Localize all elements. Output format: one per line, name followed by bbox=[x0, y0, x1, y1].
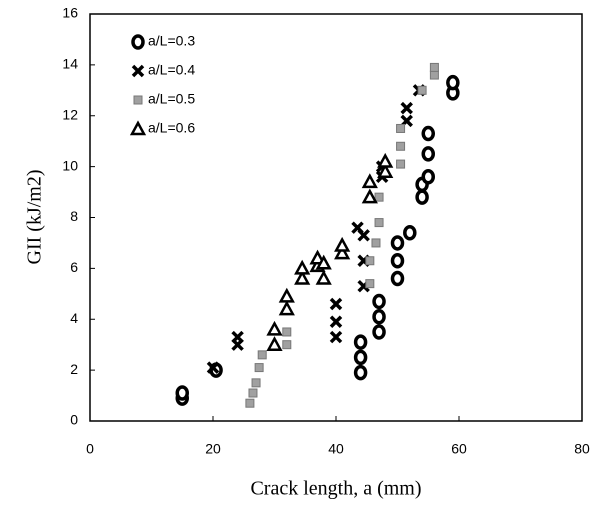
triangle-marker bbox=[361, 173, 378, 189]
square-marker bbox=[365, 256, 375, 266]
circle-marker bbox=[421, 169, 435, 185]
triangle-marker bbox=[278, 287, 295, 303]
square-marker bbox=[251, 378, 261, 388]
circle-marker bbox=[446, 74, 460, 91]
x-marker bbox=[400, 101, 413, 115]
square-marker bbox=[429, 62, 439, 72]
circle-marker bbox=[421, 146, 435, 162]
legend-label: a/L=0.5 bbox=[148, 91, 195, 107]
triangle-marker bbox=[129, 120, 147, 136]
square-marker bbox=[417, 85, 427, 95]
circle-marker bbox=[390, 270, 405, 287]
y-tick-label: 10 bbox=[62, 157, 78, 173]
square-marker bbox=[396, 141, 406, 151]
triangle-marker bbox=[361, 188, 378, 204]
triangle-marker bbox=[309, 249, 326, 265]
y-tick-label: 0 bbox=[70, 412, 78, 428]
square-marker bbox=[365, 279, 375, 289]
square-marker bbox=[254, 363, 264, 373]
triangle-marker bbox=[266, 320, 283, 336]
y-tick-label: 14 bbox=[62, 56, 78, 72]
legend-label: a/L=0.3 bbox=[148, 33, 195, 49]
legend-label: a/L=0.6 bbox=[148, 120, 195, 136]
square-marker bbox=[133, 95, 143, 105]
circle-marker bbox=[353, 364, 368, 381]
triangle-marker bbox=[377, 152, 394, 168]
y-tick-label: 4 bbox=[70, 310, 78, 326]
circle-marker bbox=[372, 293, 386, 310]
square-marker bbox=[282, 327, 292, 337]
square-marker bbox=[429, 70, 439, 80]
triangle-marker bbox=[315, 269, 332, 285]
legend-label: a/L=0.4 bbox=[148, 62, 195, 78]
square-marker bbox=[248, 388, 258, 398]
circle-marker bbox=[175, 385, 189, 401]
x-marker bbox=[206, 361, 220, 374]
square-marker bbox=[374, 192, 384, 202]
triangle-marker bbox=[294, 269, 311, 285]
y-axis-title: GII (kJ/m2) bbox=[24, 170, 46, 265]
circle-marker bbox=[372, 324, 386, 340]
x-marker bbox=[231, 330, 244, 344]
square-marker bbox=[245, 398, 255, 408]
circle-marker bbox=[421, 125, 435, 142]
x-tick-label: 40 bbox=[328, 441, 344, 457]
square-marker bbox=[371, 238, 381, 248]
x-axis-title: Crack length, a (mm) bbox=[250, 478, 421, 500]
square-marker bbox=[282, 340, 292, 350]
x-marker bbox=[357, 229, 370, 242]
triangle-marker bbox=[315, 254, 332, 270]
x-tick-label: 20 bbox=[205, 441, 221, 457]
circle-marker bbox=[353, 349, 368, 366]
x-tick-label: 60 bbox=[451, 441, 467, 457]
y-tick-label: 6 bbox=[70, 259, 78, 275]
triangle-marker bbox=[294, 259, 311, 275]
circle-marker bbox=[415, 189, 429, 205]
triangle-marker bbox=[377, 163, 394, 178]
triangle-marker bbox=[266, 336, 283, 351]
square-marker bbox=[257, 350, 267, 360]
y-tick-label: 12 bbox=[62, 106, 78, 122]
y-tick-label: 8 bbox=[70, 208, 78, 224]
square-marker bbox=[396, 123, 406, 133]
triangle-marker bbox=[334, 244, 351, 260]
triangle-marker bbox=[334, 236, 351, 252]
square-marker bbox=[374, 218, 384, 228]
circle-marker bbox=[131, 34, 145, 50]
circle-marker bbox=[403, 225, 417, 241]
x-marker bbox=[131, 64, 145, 78]
square-marker bbox=[396, 159, 406, 169]
circle-marker bbox=[353, 334, 368, 350]
x-marker bbox=[329, 315, 343, 329]
circle-marker bbox=[372, 308, 386, 325]
x-tick-label: 0 bbox=[86, 441, 94, 457]
x-marker bbox=[329, 330, 343, 344]
x-marker bbox=[329, 297, 343, 311]
y-tick-label: 2 bbox=[70, 361, 78, 377]
triangle-marker bbox=[278, 300, 295, 316]
circle-marker bbox=[390, 235, 405, 251]
circle-marker bbox=[390, 252, 405, 269]
y-tick-label: 16 bbox=[62, 5, 78, 21]
x-tick-label: 80 bbox=[574, 441, 590, 457]
